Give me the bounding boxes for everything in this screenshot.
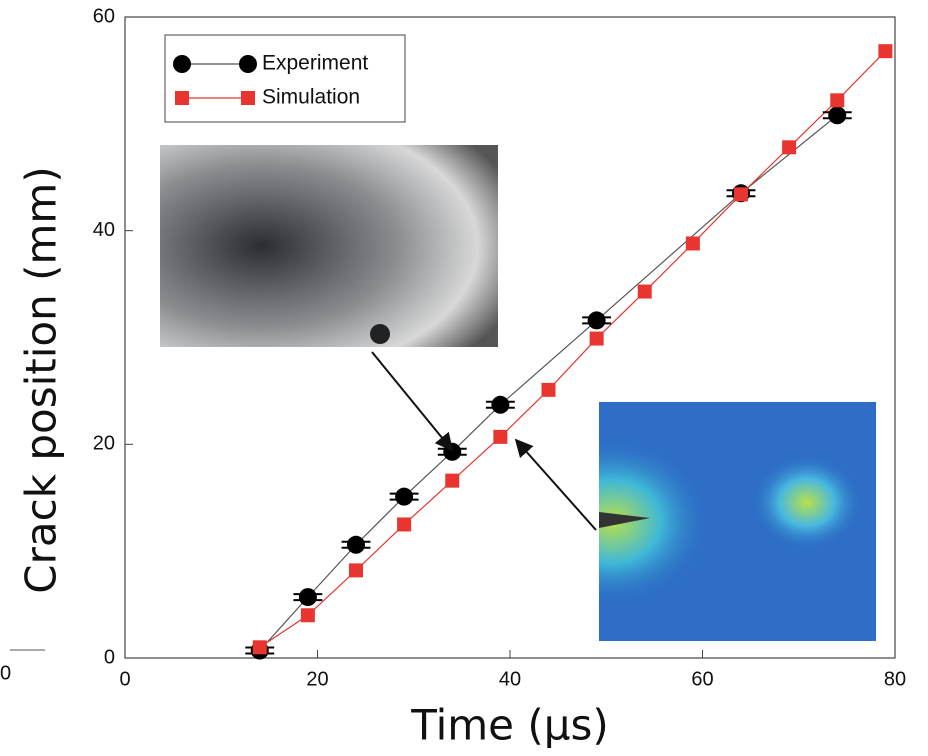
- marker: [542, 383, 556, 397]
- marker: [491, 396, 509, 414]
- x-tick-label: 60: [691, 668, 713, 690]
- x-tick-label: 80: [884, 668, 906, 690]
- chart: 0 0 20 40 60 80 0 20 40 60 Experiment Simulation T…: [0, 0, 928, 756]
- y-tick-label: 20: [93, 433, 115, 455]
- legend-label: Simulation: [262, 86, 360, 109]
- legend-label: Experiment: [262, 52, 368, 75]
- background: [0, 0, 928, 756]
- marker: [782, 140, 796, 154]
- inset-image: [599, 402, 876, 641]
- marker: [493, 430, 507, 444]
- marker: [830, 93, 844, 107]
- marker: [241, 91, 255, 105]
- marker: [443, 443, 461, 461]
- marker: [173, 55, 191, 73]
- x-tick-label: 40: [499, 668, 521, 690]
- x-tick-label: 0: [119, 668, 130, 690]
- y-tick-label: 60: [93, 5, 115, 27]
- marker: [445, 474, 459, 488]
- y-tick-label: 0: [104, 646, 115, 668]
- x-axis-label: Time (μs): [410, 701, 609, 750]
- marker: [734, 187, 748, 201]
- marker: [828, 106, 846, 124]
- marker: [878, 44, 892, 58]
- fragment-label: 0: [0, 662, 11, 684]
- marker: [349, 563, 363, 577]
- y-axis-label: Crack position (mm): [17, 166, 66, 593]
- y-tick-label: 40: [93, 219, 115, 241]
- marker: [638, 285, 652, 299]
- marker: [175, 91, 189, 105]
- marker: [239, 55, 257, 73]
- marker: [299, 588, 317, 606]
- inset-simulation: [599, 402, 876, 641]
- marker: [301, 608, 315, 622]
- marker: [397, 517, 411, 531]
- marker: [395, 488, 413, 506]
- marker: [253, 640, 267, 654]
- marker: [347, 536, 365, 554]
- legend-box: [165, 35, 405, 122]
- page: {"chart_data": {"type": "line", "x_label…: [0, 0, 928, 756]
- inset-photoelastic: [160, 145, 498, 347]
- legend: Experiment Simulation: [165, 35, 405, 122]
- marker: [588, 311, 606, 329]
- inset-image: [160, 145, 498, 347]
- x-tick-label: 20: [306, 668, 328, 690]
- marker: [686, 236, 700, 250]
- marker: [590, 332, 604, 346]
- inset-detail: [370, 324, 390, 344]
